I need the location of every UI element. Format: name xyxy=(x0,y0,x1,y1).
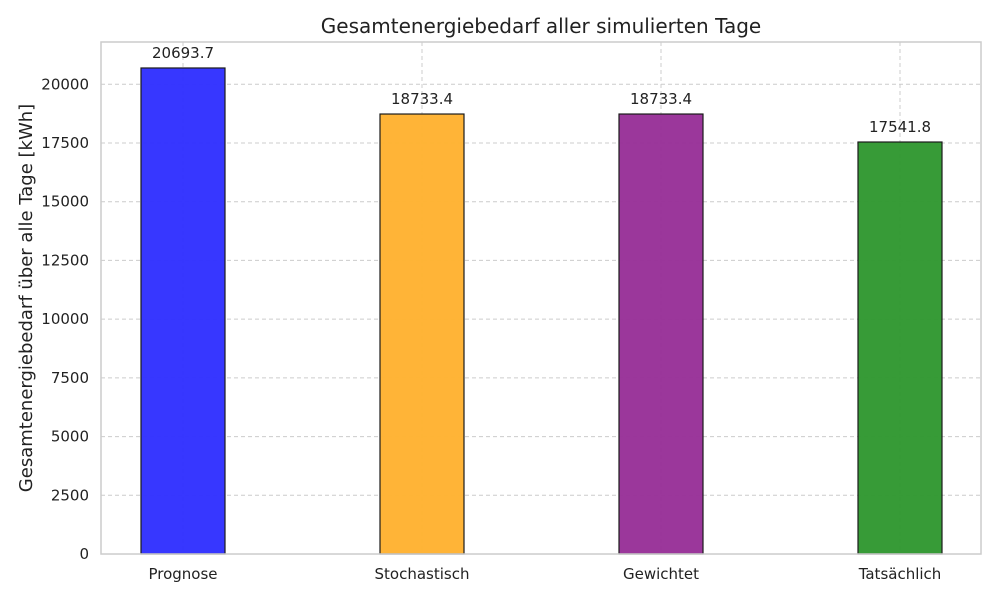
data-label: 17541.8 xyxy=(869,118,931,136)
data-label: 18733.4 xyxy=(630,90,692,108)
y-tick-label: 20000 xyxy=(41,75,89,93)
bar-gewichtet xyxy=(618,113,704,555)
y-axis-ticks: 0 2500 5000 7500 10000 12500 15000 17500 20000 xyxy=(41,75,89,563)
y-tick-label: 2500 xyxy=(51,486,89,504)
x-tick-label: Stochastisch xyxy=(375,565,470,583)
grid xyxy=(101,42,981,555)
data-labels: 20693.7 18733.4 18733.4 17541.8 xyxy=(152,44,931,136)
data-label: 18733.4 xyxy=(391,90,453,108)
y-tick-label: 10000 xyxy=(41,310,89,328)
y-tick-label: 17500 xyxy=(41,134,89,152)
x-tick-label: Gewichtet xyxy=(623,565,699,583)
y-tick-label: 7500 xyxy=(51,369,89,387)
y-tick-label: 0 xyxy=(79,545,89,563)
y-tick-label: 5000 xyxy=(51,428,89,446)
chart-title: Gesamtenergiebedarf aller simulierten Ta… xyxy=(321,14,761,38)
plot-frame xyxy=(100,41,982,555)
data-label: 20693.7 xyxy=(152,44,214,62)
bar-prognose xyxy=(140,67,226,555)
y-axis-label: Gesamtenergiebedarf über alle Tage [kWh] xyxy=(16,104,37,492)
y-tick-label: 15000 xyxy=(41,193,89,211)
x-axis-ticks: Prognose Stochastisch Gewichtet Tatsächlich xyxy=(148,565,941,583)
x-tick-label: Prognose xyxy=(148,565,217,583)
x-tick-label: Tatsächlich xyxy=(858,565,942,583)
y-tick-label: 12500 xyxy=(41,251,89,269)
bar-stochastisch xyxy=(379,113,465,555)
bar-tatsächlich xyxy=(857,141,943,555)
bars xyxy=(140,67,943,555)
